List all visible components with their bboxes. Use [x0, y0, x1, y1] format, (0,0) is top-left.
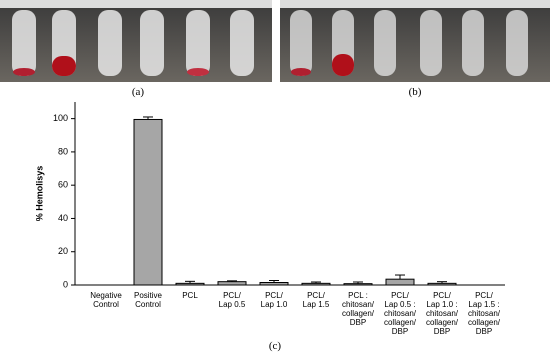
bar [385, 278, 415, 286]
photo-a [0, 0, 272, 82]
x-tick-label: PCL/ Lap 0.5 [218, 291, 246, 309]
x-tick-label: Positive Control [133, 291, 162, 309]
panel-label: (c) [268, 340, 282, 352]
bar [133, 118, 163, 286]
x-tick-label: PCL/ Lap 1.0 [260, 291, 288, 309]
bar [427, 282, 457, 286]
bar [343, 283, 373, 286]
y-tick-label: 20 [58, 246, 68, 256]
y-axis-label: % Hemolisys [34, 166, 44, 222]
panel-label: (b) [408, 86, 422, 98]
bar [301, 282, 331, 286]
y-tick-label: 80 [58, 146, 68, 156]
x-tick-label: Negative Control [90, 291, 122, 309]
panel-label: (a) [131, 86, 145, 98]
error-bar [227, 280, 237, 282]
error-bar [353, 281, 363, 284]
error-bar [269, 280, 279, 283]
error-bar [395, 274, 405, 280]
error-bar [185, 280, 195, 284]
bar [175, 282, 205, 286]
y-tick-label: 0 [63, 279, 68, 289]
y-tick-label: 100 [53, 113, 68, 123]
x-tick-label: PCL/ Lap 0.5 : chitosan/ collagen/ DBP [383, 291, 417, 336]
photo-b [280, 0, 550, 82]
x-tick-label: PCL [182, 291, 198, 300]
x-tick-label: PCL/ Lap 1.0 : chitosan/ collagen/ DBP [425, 291, 459, 336]
x-tick-label: PCL : chitosan/ collagen/ DBP [341, 291, 375, 327]
x-tick-label: PCL/ Lap 1.5 [302, 291, 330, 309]
bar [217, 281, 247, 286]
error-bar [143, 116, 153, 120]
y-tick-label: 60 [58, 180, 68, 190]
error-bar [311, 281, 321, 284]
bar [259, 282, 289, 286]
y-tick-label: 40 [58, 213, 68, 223]
error-bar [437, 281, 447, 284]
x-tick-label: PCL/ Lap 1.5 : chitosan/ collagen/ DBP [467, 291, 501, 336]
